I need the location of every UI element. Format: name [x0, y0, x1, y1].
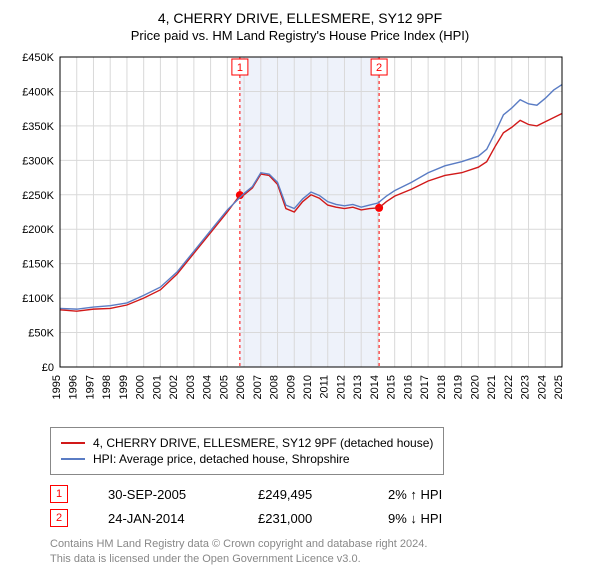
- svg-text:2013: 2013: [352, 375, 364, 399]
- svg-text:2016: 2016: [402, 375, 414, 399]
- svg-text:£450K: £450K: [22, 52, 54, 64]
- page-title: 4, CHERRY DRIVE, ELLESMERE, SY12 9PF: [10, 10, 590, 26]
- svg-text:2005: 2005: [218, 375, 230, 399]
- svg-text:£100K: £100K: [22, 293, 54, 305]
- svg-text:£0: £0: [42, 362, 54, 374]
- license-text: Contains HM Land Registry data © Crown c…: [50, 537, 550, 567]
- svg-text:£300K: £300K: [22, 155, 54, 167]
- svg-text:2012: 2012: [335, 375, 347, 399]
- sale-price: £231,000: [258, 511, 348, 526]
- svg-text:2003: 2003: [185, 375, 197, 399]
- legend-swatch: [61, 442, 85, 444]
- svg-text:2015: 2015: [386, 375, 398, 399]
- svg-text:2019: 2019: [453, 375, 465, 399]
- svg-text:1997: 1997: [84, 375, 96, 399]
- sales-table: 1 30-SEP-2005 £249,495 2% ↑ HPI 2 24-JAN-2014…: [50, 485, 590, 527]
- sale-delta: 2% ↑ HPI: [388, 487, 442, 502]
- legend: 4, CHERRY DRIVE, ELLESMERE, SY12 9PF (de…: [50, 427, 444, 475]
- svg-text:2023: 2023: [520, 375, 532, 399]
- svg-text:2017: 2017: [419, 375, 431, 399]
- sale-date: 24-JAN-2014: [108, 511, 218, 526]
- svg-text:1995: 1995: [51, 375, 63, 399]
- svg-text:1998: 1998: [101, 375, 113, 399]
- svg-text:2014: 2014: [369, 375, 381, 399]
- legend-label: HPI: Average price, detached house, Shro…: [93, 452, 350, 466]
- license-line: This data is licensed under the Open Gov…: [50, 552, 550, 567]
- svg-text:£150K: £150K: [22, 259, 54, 271]
- svg-text:2008: 2008: [269, 375, 281, 399]
- legend-swatch: [61, 458, 85, 460]
- sale-marker-icon: 1: [50, 485, 68, 503]
- svg-text:2001: 2001: [151, 375, 163, 399]
- svg-text:£400K: £400K: [22, 86, 54, 98]
- svg-text:2011: 2011: [319, 375, 331, 399]
- svg-text:2022: 2022: [503, 375, 515, 399]
- sale-row: 2 24-JAN-2014 £231,000 9% ↓ HPI: [50, 509, 590, 527]
- legend-label: 4, CHERRY DRIVE, ELLESMERE, SY12 9PF (de…: [93, 436, 433, 450]
- svg-text:£200K: £200K: [22, 224, 54, 236]
- legend-item: HPI: Average price, detached house, Shro…: [61, 452, 433, 466]
- svg-text:2018: 2018: [436, 375, 448, 399]
- sale-marker-icon: 2: [50, 509, 68, 527]
- price-chart: £0 £50K £100K £150K £200K £250K £300K £350K £400…: [10, 49, 570, 419]
- title-block: 4, CHERRY DRIVE, ELLESMERE, SY12 9PF Pri…: [10, 10, 590, 43]
- svg-text:2: 2: [376, 62, 382, 74]
- svg-text:1999: 1999: [118, 375, 130, 399]
- svg-text:2025: 2025: [553, 375, 565, 399]
- svg-text:2007: 2007: [252, 375, 264, 399]
- svg-text:2000: 2000: [135, 375, 147, 399]
- sale-price: £249,495: [258, 487, 348, 502]
- sale-delta: 9% ↓ HPI: [388, 511, 442, 526]
- svg-text:2024: 2024: [536, 375, 548, 399]
- svg-text:2010: 2010: [302, 375, 314, 399]
- svg-text:£50K: £50K: [28, 328, 54, 340]
- legend-item: 4, CHERRY DRIVE, ELLESMERE, SY12 9PF (de…: [61, 436, 433, 450]
- page-subtitle: Price paid vs. HM Land Registry's House …: [10, 28, 590, 43]
- sale-date: 30-SEP-2005: [108, 487, 218, 502]
- svg-text:2004: 2004: [202, 375, 214, 399]
- svg-text:2006: 2006: [235, 375, 247, 399]
- sale-row: 1 30-SEP-2005 £249,495 2% ↑ HPI: [50, 485, 590, 503]
- svg-text:2009: 2009: [285, 375, 297, 399]
- svg-text:1: 1: [237, 62, 243, 74]
- svg-text:2020: 2020: [469, 375, 481, 399]
- svg-text:2021: 2021: [486, 375, 498, 399]
- svg-text:£350K: £350K: [22, 121, 54, 133]
- license-line: Contains HM Land Registry data © Crown c…: [50, 537, 550, 552]
- svg-text:£250K: £250K: [22, 190, 54, 202]
- svg-text:1996: 1996: [68, 375, 80, 399]
- svg-text:2002: 2002: [168, 375, 180, 399]
